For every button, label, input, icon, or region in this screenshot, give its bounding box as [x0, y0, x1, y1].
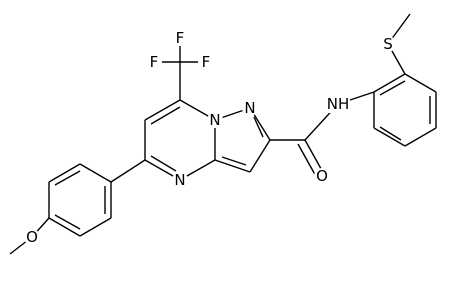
atom-label: F — [150, 53, 159, 71]
atom-label: S — [383, 35, 393, 53]
atom-label: N — [244, 99, 255, 117]
label-backgrounds — [24, 30, 396, 245]
bonds — [9, 13, 437, 255]
atom-label: F — [176, 29, 185, 47]
atom-label: N — [209, 111, 220, 129]
atom-label: NH — [327, 95, 350, 113]
atom-label: N — [174, 171, 185, 189]
atom-label: O — [26, 228, 38, 246]
atom-label: O — [316, 167, 328, 185]
atom-labels: F F F N N N NH S O O — [26, 29, 393, 246]
atom-label: F — [202, 53, 211, 71]
